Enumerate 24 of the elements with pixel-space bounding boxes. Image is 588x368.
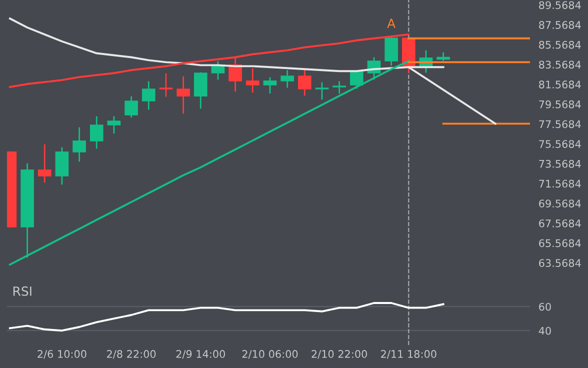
y-tick-label: 87.5684 — [539, 21, 581, 29]
y-tick-label: 83.5684 — [539, 60, 581, 69]
y-tick-label: 81.5684 — [539, 80, 581, 88]
x-tick-label: 2/11 18:00 — [381, 350, 436, 359]
y-tick-label: 71.5684 — [539, 180, 581, 188]
x-tick-label: 2/10 06:00 — [242, 350, 298, 359]
chart-title: RSI — [13, 286, 32, 296]
y-tick-label: 89.5684 — [539, 1, 581, 10]
y-tick-label: 85.5684 — [539, 40, 581, 49]
y-tick-label: 69.5684 — [539, 200, 581, 208]
y-tick-label: 79.5684 — [539, 100, 581, 108]
y-tick-label: 67.5684 — [539, 219, 581, 228]
y-tick-label: 40 — [538, 326, 551, 335]
y-tick-label: 77.5684 — [539, 120, 581, 128]
y-tick-label: 65.5684 — [539, 239, 581, 248]
annotation: A — [387, 18, 396, 28]
y-tick-label: 63.5684 — [539, 259, 581, 267]
x-tick-label: 2/8 22:00 — [107, 350, 156, 359]
y-tick-label: 75.5684 — [539, 140, 581, 148]
y-tick-label: 60 — [539, 302, 551, 311]
x-tick-label: 2/9 14:00 — [176, 350, 225, 359]
x-tick-label: 2/10 22:00 — [312, 350, 367, 359]
x-tick-label: 2/6 10:00 — [38, 350, 86, 359]
y-tick-label: 73.5684 — [539, 160, 581, 168]
